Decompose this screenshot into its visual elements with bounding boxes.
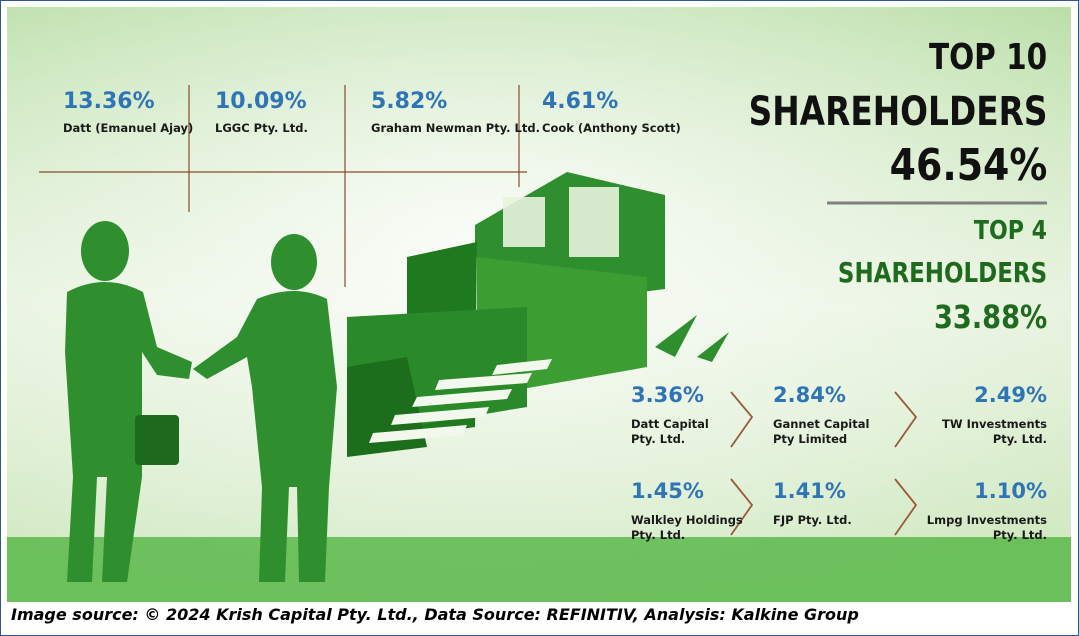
top4-total: 33.88% bbox=[933, 298, 1047, 336]
holder-name: FJP Pty. Ltd. bbox=[773, 513, 852, 527]
top4-title-line2: SHAREHOLDERS bbox=[837, 256, 1047, 289]
holder-name: Gannet Capital Pty Limited bbox=[773, 417, 870, 446]
holder-pct: 2.49% bbox=[974, 383, 1047, 407]
holder-name: Walkley Holdings Pty. Ltd. bbox=[631, 513, 743, 542]
top4-title-line1: TOP 4 bbox=[973, 216, 1047, 246]
holder-pct: 2.84% bbox=[773, 383, 846, 407]
handshake-silhouettes bbox=[65, 221, 337, 582]
image-caption: Image source: © 2024 Krish Capital Pty. … bbox=[11, 605, 859, 624]
top-holder-name: Cook (Anthony Scott) bbox=[542, 121, 681, 135]
holder-name: TW Investments Pty. Ltd. bbox=[942, 417, 1047, 446]
background-illustration bbox=[7, 7, 1071, 602]
top-holder-pct: 4.61% bbox=[542, 89, 619, 114]
holder-pct: 1.41% bbox=[773, 479, 846, 503]
divider-lines bbox=[39, 85, 527, 287]
top-holder-pct: 5.82% bbox=[371, 89, 448, 114]
holder-pct: 1.45% bbox=[631, 479, 704, 503]
top-holder-pct: 13.36% bbox=[63, 89, 155, 114]
shareholder-infographic: 13.36% Datt (Emanuel Ajay) 10.09% LGGC Pty.… bbox=[7, 7, 1071, 602]
top-holder-name: Graham Newman Pty. Ltd. bbox=[371, 121, 540, 135]
holder-name: Lmpg Investments Pty. Ltd. bbox=[926, 513, 1047, 542]
top-holder-name: LGGC Pty. Ltd. bbox=[215, 121, 308, 135]
top-holder-name: Datt (Emanuel Ajay) bbox=[63, 121, 194, 135]
ground-band bbox=[7, 537, 1071, 602]
top10-title-line2: SHAREHOLDERS bbox=[748, 89, 1047, 135]
house-silhouette bbox=[347, 172, 729, 457]
top10-total: 46.54% bbox=[889, 140, 1047, 191]
top-holder-pct: 10.09% bbox=[215, 89, 307, 114]
holder-name: Datt Capital Pty. Ltd. bbox=[631, 417, 709, 446]
top10-title-line1: TOP 10 bbox=[928, 37, 1047, 78]
holder-pct: 1.10% bbox=[974, 479, 1047, 503]
chevron-arrows bbox=[730, 391, 918, 536]
holder-pct: 3.36% bbox=[631, 383, 704, 407]
